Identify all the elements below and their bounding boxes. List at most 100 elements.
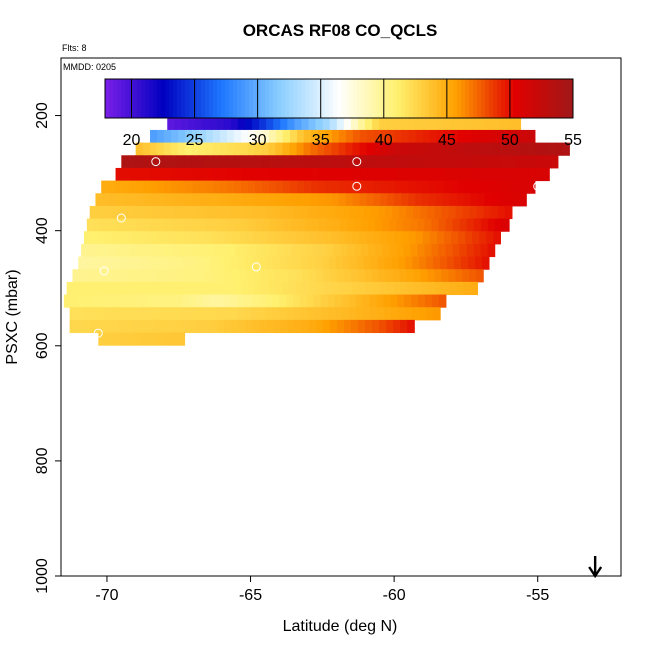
heatmap-cell [470, 281, 479, 296]
heatmap-cell [122, 281, 130, 296]
heatmap-cell [380, 142, 389, 156]
colorbar-segment [217, 79, 222, 118]
heatmap-cell [188, 117, 197, 131]
heatmap-cell [129, 218, 137, 232]
heatmap-cell [290, 193, 298, 207]
heatmap-cell [360, 155, 369, 169]
heatmap-cell [235, 243, 243, 258]
heatmap-cell [431, 294, 440, 308]
colorbar-segment [341, 79, 346, 118]
colorbar-segment [545, 79, 550, 118]
heatmap-cell [429, 142, 438, 156]
heatmap-cell [253, 269, 262, 283]
heatmap-cell [123, 193, 131, 207]
heatmap-cell [129, 281, 137, 296]
heatmap-cell [181, 205, 189, 220]
heatmap-cell [92, 256, 100, 270]
colorbar-segment [373, 79, 378, 118]
heatmap-cell [176, 269, 185, 283]
heatmap-cell [63, 294, 72, 308]
heatmap-cell [395, 155, 404, 169]
colorbar-segment [521, 79, 526, 118]
sample-marker [99, 537, 109, 546]
colorbar-segment [165, 79, 170, 118]
heatmap-cell [262, 180, 270, 194]
heatmap-cell [185, 180, 193, 194]
colorbar-segment [461, 79, 466, 118]
heatmap-cell [275, 281, 284, 296]
heatmap-cell [168, 294, 176, 308]
heatmap-cell [260, 269, 268, 283]
heatmap-cell [309, 269, 317, 283]
heatmap-cell [256, 243, 264, 258]
heatmap-cell [339, 180, 347, 194]
heatmap-cell [519, 193, 527, 207]
heatmap-cell [394, 142, 403, 156]
heatmap-cell [230, 294, 239, 308]
heatmap-cell [97, 307, 106, 321]
heatmap-cell [218, 269, 227, 283]
heatmap-cell [373, 193, 381, 207]
heatmap-cell [178, 193, 187, 207]
heatmap-cell [169, 269, 178, 283]
heatmap-cell [262, 155, 270, 169]
heatmap-cell [405, 256, 413, 270]
colorbar-segment [417, 79, 422, 118]
heatmap-cell [205, 281, 214, 296]
heatmap-cell [449, 117, 458, 131]
heatmap-cell [254, 129, 263, 144]
heatmap-cell [401, 193, 409, 207]
heatmap-cell [185, 167, 194, 182]
sample-marker [136, 475, 146, 485]
heatmap-cell [476, 269, 484, 283]
colorbar-segment [449, 79, 454, 118]
heatmap-cell [428, 117, 437, 131]
heatmap-cell [428, 281, 437, 296]
heatmap-cell [114, 218, 123, 232]
heatmap-cell [373, 142, 382, 156]
heatmap-cell [224, 319, 232, 334]
heatmap-cell [490, 205, 499, 220]
colorbar-segment [553, 79, 558, 118]
colorbar-segment [185, 79, 190, 118]
heatmap-cell [117, 205, 126, 220]
heatmap-cell [168, 231, 177, 245]
heatmap-cell [506, 142, 514, 156]
heatmap-cell [280, 256, 288, 270]
heatmap-cell [279, 307, 287, 321]
heatmap-cell [323, 269, 331, 283]
heatmap-cell [352, 193, 361, 207]
heatmap-cell [435, 193, 444, 207]
heatmap-cell [195, 117, 204, 131]
heatmap-cell [255, 218, 264, 232]
colorbar-segment [141, 79, 146, 118]
heatmap-cell [355, 294, 364, 308]
heatmap-cell [182, 319, 190, 334]
heatmap-cell [324, 281, 332, 296]
heatmap-cell [237, 117, 246, 131]
heatmap-cell [192, 218, 201, 232]
heatmap-cell [499, 117, 507, 131]
colorbar-segment [481, 79, 486, 118]
heatmap-cell [170, 332, 178, 346]
heatmap-cell [399, 269, 408, 283]
heatmap-cell [379, 117, 387, 131]
heatmap-cell [352, 281, 360, 296]
heatmap-cell [373, 129, 382, 144]
heatmap-cell [317, 281, 325, 296]
heatmap-cell [520, 129, 529, 144]
heatmap-cell [370, 307, 378, 321]
heatmap-cell [155, 332, 164, 346]
heatmap-cell [335, 205, 344, 220]
colorbar-segment [229, 79, 234, 118]
colorbar-segment [285, 79, 290, 118]
heatmap-cell [258, 205, 267, 220]
heatmap-cell [438, 218, 447, 232]
heatmap-cell [254, 281, 263, 296]
heatmap-cell [436, 129, 445, 144]
heatmap-cell [429, 180, 438, 194]
heatmap-cell [174, 294, 183, 308]
heatmap-cell [69, 307, 78, 321]
heatmap-cell [94, 281, 103, 296]
heatmap-cell [350, 205, 358, 220]
